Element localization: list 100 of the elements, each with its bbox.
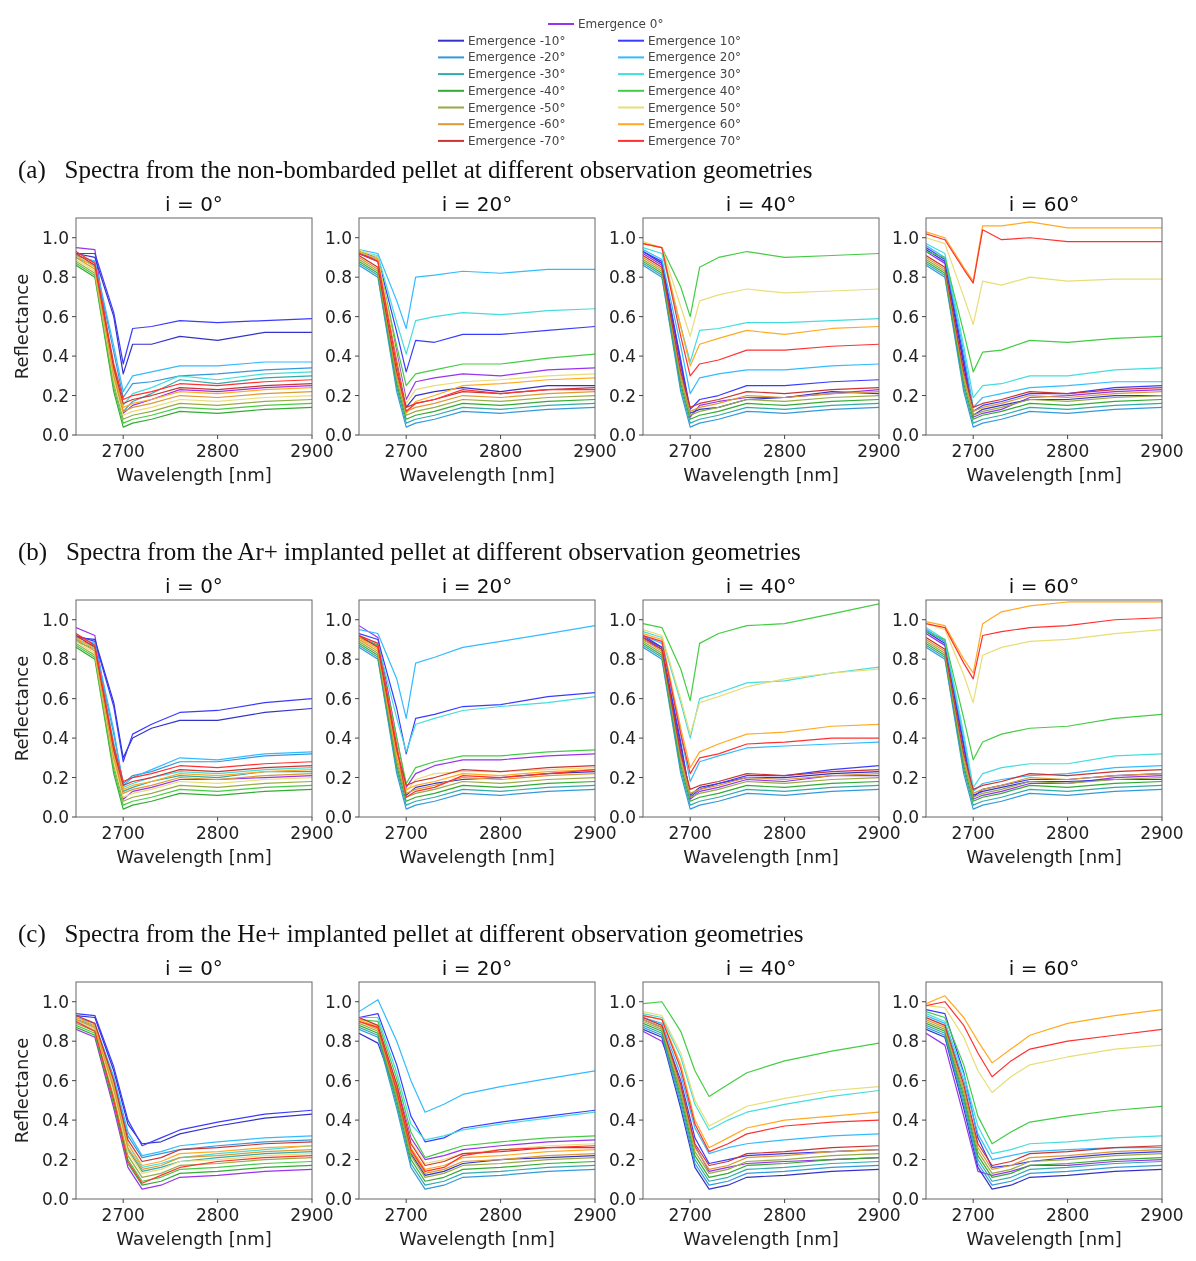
- legend-label: Emergence 40°: [648, 83, 742, 98]
- x-tick-label: 2800: [478, 1205, 523, 1225]
- x-tick-label: 2700: [951, 1205, 995, 1225]
- y-tick-label: 0.2: [324, 767, 352, 788]
- y-tick-label: 0.4: [41, 728, 69, 749]
- legend-label: Emergence 0°: [578, 17, 664, 31]
- y-tick-label: 0.8: [891, 649, 919, 670]
- legend-label: Emergence -20°: [468, 50, 566, 65]
- legend-label: Emergence 10°: [648, 33, 742, 48]
- y-tick-label: 0.4: [41, 346, 69, 367]
- y-tick-label: 0.2: [324, 385, 352, 406]
- x-tick-label: 2900: [1140, 1205, 1184, 1225]
- legend-label: Emergence -50°: [468, 100, 566, 115]
- x-axis-title: Wavelength [nm]: [683, 1228, 839, 1249]
- y-tick-label: 1.0: [41, 991, 69, 1012]
- x-tick-label: 2800: [195, 823, 240, 843]
- x-axis-title: Wavelength [nm]: [683, 846, 839, 867]
- x-tick-label: 2700: [668, 1205, 712, 1225]
- x-tick-label: 2700: [384, 823, 428, 843]
- chart-title: i = 60°: [1008, 574, 1080, 598]
- y-tick-label: 0.6: [324, 1070, 352, 1091]
- y-axis-title: Reflectance: [11, 1037, 32, 1144]
- y-tick-label: 0.2: [41, 767, 69, 788]
- x-tick-label: 2800: [762, 823, 807, 843]
- x-axis-title: Wavelength [nm]: [966, 846, 1122, 867]
- x-tick-label: 2700: [951, 823, 995, 843]
- chart-title: i = 20°: [441, 956, 513, 980]
- legend-label: Emergence -60°: [468, 117, 566, 132]
- x-tick-label: 2800: [1045, 1205, 1090, 1225]
- y-tick-label: 0.4: [41, 1110, 69, 1131]
- y-tick-label: 0.2: [41, 1149, 69, 1170]
- chart-title: i = 60°: [1008, 192, 1080, 216]
- x-tick-label: 2700: [668, 441, 712, 461]
- y-tick-label: 0.4: [608, 728, 636, 749]
- y-tick-label: 0.8: [324, 1031, 352, 1052]
- y-axis-title: Reflectance: [11, 655, 32, 762]
- x-tick-label: 2700: [951, 441, 995, 461]
- x-tick-label: 2800: [195, 441, 240, 461]
- y-tick-label: 0.6: [41, 1070, 69, 1091]
- text: (b) Spectra from the Ar+ implanted pellet at different observation geometries: [18, 538, 801, 566]
- chart-title: i = 0°: [165, 192, 223, 216]
- y-tick-label: 0.4: [324, 346, 352, 367]
- y-tick-label: 0.6: [608, 688, 636, 709]
- legend-label: Emergence -30°: [468, 67, 566, 82]
- y-tick-label: 0.0: [41, 807, 69, 827]
- y-tick-label: 1.0: [324, 991, 352, 1012]
- y-tick-label: 0.2: [891, 385, 919, 406]
- y-tick-label: 1.0: [891, 991, 919, 1012]
- y-tick-label: 0.6: [608, 1070, 636, 1091]
- y-axis-title: Reflectance: [11, 273, 32, 380]
- y-tick-label: 0.8: [41, 1031, 69, 1052]
- y-tick-label: 0.8: [324, 649, 352, 670]
- legend-label: Emergence -40°: [468, 83, 566, 98]
- y-tick-label: 0.4: [324, 1110, 352, 1131]
- x-axis-title: Wavelength [nm]: [116, 846, 272, 867]
- y-tick-label: 1.0: [41, 227, 69, 248]
- y-tick-label: 0.0: [41, 425, 69, 445]
- text: (a) Spectra from the non-bombarded pellet at different observation geometries: [18, 156, 813, 184]
- chart-title: i = 0°: [165, 574, 223, 598]
- x-tick-label: 2900: [1140, 823, 1184, 843]
- x-axis-title: Wavelength [nm]: [683, 464, 839, 485]
- y-tick-label: 0.2: [608, 767, 636, 788]
- chart-title: i = 20°: [441, 192, 513, 216]
- y-tick-label: 0.6: [41, 306, 69, 327]
- x-axis-title: Wavelength [nm]: [399, 846, 555, 867]
- x-axis-title: Wavelength [nm]: [399, 464, 555, 485]
- y-tick-label: 0.2: [41, 385, 69, 406]
- x-axis-title: Wavelength [nm]: [116, 1228, 272, 1249]
- y-tick-label: 0.8: [891, 267, 919, 288]
- y-tick-label: 1.0: [608, 991, 636, 1012]
- x-tick-label: 2800: [478, 823, 523, 843]
- y-tick-label: 1.0: [324, 227, 352, 248]
- y-tick-label: 1.0: [891, 227, 919, 248]
- chart-title: i = 60°: [1008, 956, 1080, 980]
- y-tick-label: 0.4: [891, 728, 919, 749]
- y-tick-label: 0.6: [608, 306, 636, 327]
- legend-label: Emergence -10°: [468, 33, 566, 48]
- chart-title: i = 40°: [725, 192, 797, 216]
- y-tick-label: 0.4: [891, 346, 919, 367]
- x-tick-label: 2900: [1140, 441, 1184, 461]
- chart-title: i = 40°: [725, 956, 797, 980]
- x-tick-label: 2800: [478, 441, 523, 461]
- y-tick-label: 0.8: [324, 267, 352, 288]
- y-tick-label: 0.8: [608, 649, 636, 670]
- y-tick-label: 0.6: [324, 688, 352, 709]
- x-tick-label: 2800: [1045, 441, 1090, 461]
- chart-title: i = 0°: [165, 956, 223, 980]
- x-tick-label: 2700: [384, 441, 428, 461]
- y-tick-label: 0.2: [324, 1149, 352, 1170]
- x-tick-label: 2800: [762, 441, 807, 461]
- y-tick-label: 0.0: [41, 1189, 69, 1209]
- legend-label: Emergence 20°: [648, 50, 742, 65]
- x-axis-title: Wavelength [nm]: [116, 464, 272, 485]
- x-axis-title: Wavelength [nm]: [966, 1228, 1122, 1249]
- x-tick-label: 2700: [101, 823, 145, 843]
- legend-label: Emergence 30°: [648, 67, 742, 82]
- x-tick-label: 2700: [384, 1205, 428, 1225]
- x-axis-title: Wavelength [nm]: [399, 1228, 555, 1249]
- text: (c) Spectra from the He+ implanted pellet at different observation geometries: [18, 920, 804, 948]
- legend-label: Emergence -70°: [468, 133, 566, 148]
